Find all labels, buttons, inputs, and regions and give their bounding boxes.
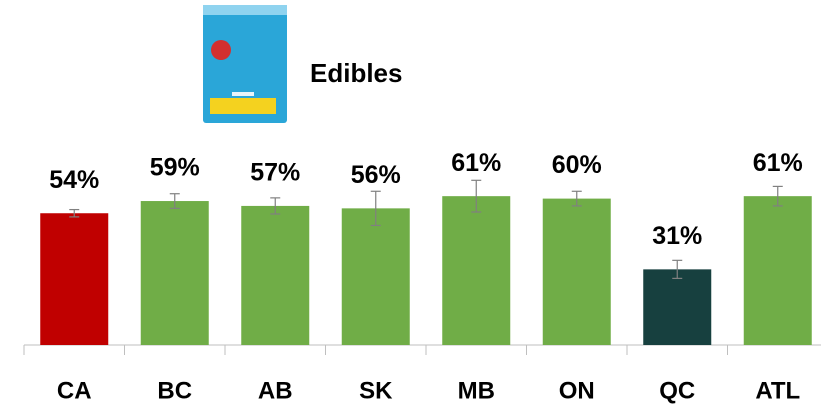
data-label: 59%: [150, 154, 200, 182]
x-tick-label: ATL: [755, 377, 800, 404]
x-tick-label: BC: [157, 377, 192, 404]
x-tick-label: SK: [359, 377, 393, 404]
data-label: 61%: [451, 149, 501, 177]
data-label: 31%: [652, 222, 702, 250]
data-label: 60%: [552, 151, 602, 179]
bar: [442, 196, 511, 345]
x-tick-label: QC: [659, 377, 695, 404]
data-label: 56%: [351, 161, 401, 189]
bar: [40, 213, 109, 345]
bar: [341, 208, 410, 345]
bar: [140, 201, 209, 345]
data-label: 54%: [49, 166, 99, 194]
x-tick-label: ON: [559, 377, 595, 404]
bar: [643, 269, 712, 345]
data-label: 57%: [250, 159, 300, 187]
x-tick-label: MB: [458, 377, 495, 404]
data-label: 61%: [753, 149, 803, 177]
x-tick-label: CA: [57, 377, 92, 404]
bar: [241, 205, 310, 345]
chart-title: Edibles: [310, 58, 402, 88]
bar: [743, 196, 812, 345]
x-tick-label: AB: [258, 377, 293, 404]
product-image: [203, 5, 287, 123]
bar: [542, 198, 611, 345]
